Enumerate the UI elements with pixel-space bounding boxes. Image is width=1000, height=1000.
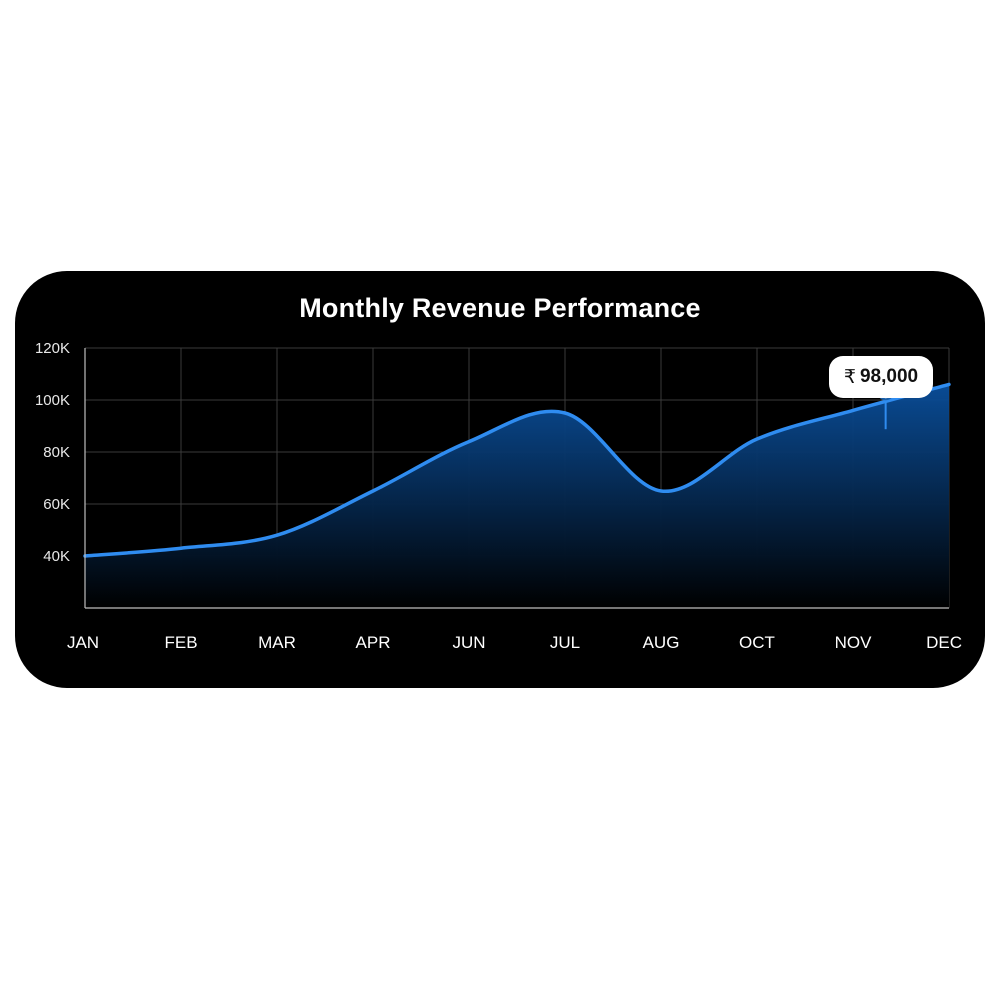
x-tick-label-aug: AUG xyxy=(643,633,680,652)
chart-card: Monthly Revenue Performance 40K 60K 80K 100… xyxy=(15,271,985,688)
x-tick-label-dec: DEC xyxy=(926,633,962,652)
x-tick-label-jun: JUN xyxy=(452,633,485,652)
tooltip-value: 98,000 xyxy=(859,366,919,387)
x-tick-label-feb: FEB xyxy=(164,633,197,652)
data-point-feb xyxy=(179,546,183,550)
y-tick-label: 80K xyxy=(43,444,70,461)
data-point-apr xyxy=(371,489,375,493)
y-tick-label: 60K xyxy=(43,496,70,513)
data-point-oct xyxy=(755,437,759,441)
x-tick-label-jan: JAN xyxy=(67,633,99,652)
data-point-aug xyxy=(659,489,663,493)
axis-layer xyxy=(84,348,949,609)
x-tick-labels: JAN FEB MAR APR JUN JUL AUG OCT NOV DEC xyxy=(67,633,962,652)
y-tick-label: 40K xyxy=(43,548,70,565)
x-tick-label-nov: NOV xyxy=(835,633,873,652)
data-point-dec xyxy=(947,382,951,386)
revenue-chart: 40K 60K 80K 100K 120K JAN FEB MAR APR JUN JUL AUG O… xyxy=(35,340,962,652)
x-tick-label-mar: MAR xyxy=(258,633,296,652)
data-point-mar xyxy=(275,533,279,537)
data-point-jul xyxy=(563,411,567,415)
data-point-jun xyxy=(467,440,471,444)
y-tick-label: 120K xyxy=(35,340,70,357)
x-tick-label-apr: APR xyxy=(356,633,391,652)
currency-symbol: ₹ xyxy=(843,366,856,388)
value-tooltip: ₹ 98,000 xyxy=(829,356,933,398)
x-tick-label-oct: OCT xyxy=(739,633,775,652)
data-point-nov xyxy=(851,408,855,412)
y-tick-label: 100K xyxy=(35,392,70,409)
y-tick-labels: 40K 60K 80K 100K 120K xyxy=(35,340,70,565)
revenue-area xyxy=(85,384,949,608)
chart-title: Monthly Revenue Performance xyxy=(299,293,701,323)
x-tick-label-jul: JUL xyxy=(550,633,580,652)
revenue-line xyxy=(83,382,951,558)
